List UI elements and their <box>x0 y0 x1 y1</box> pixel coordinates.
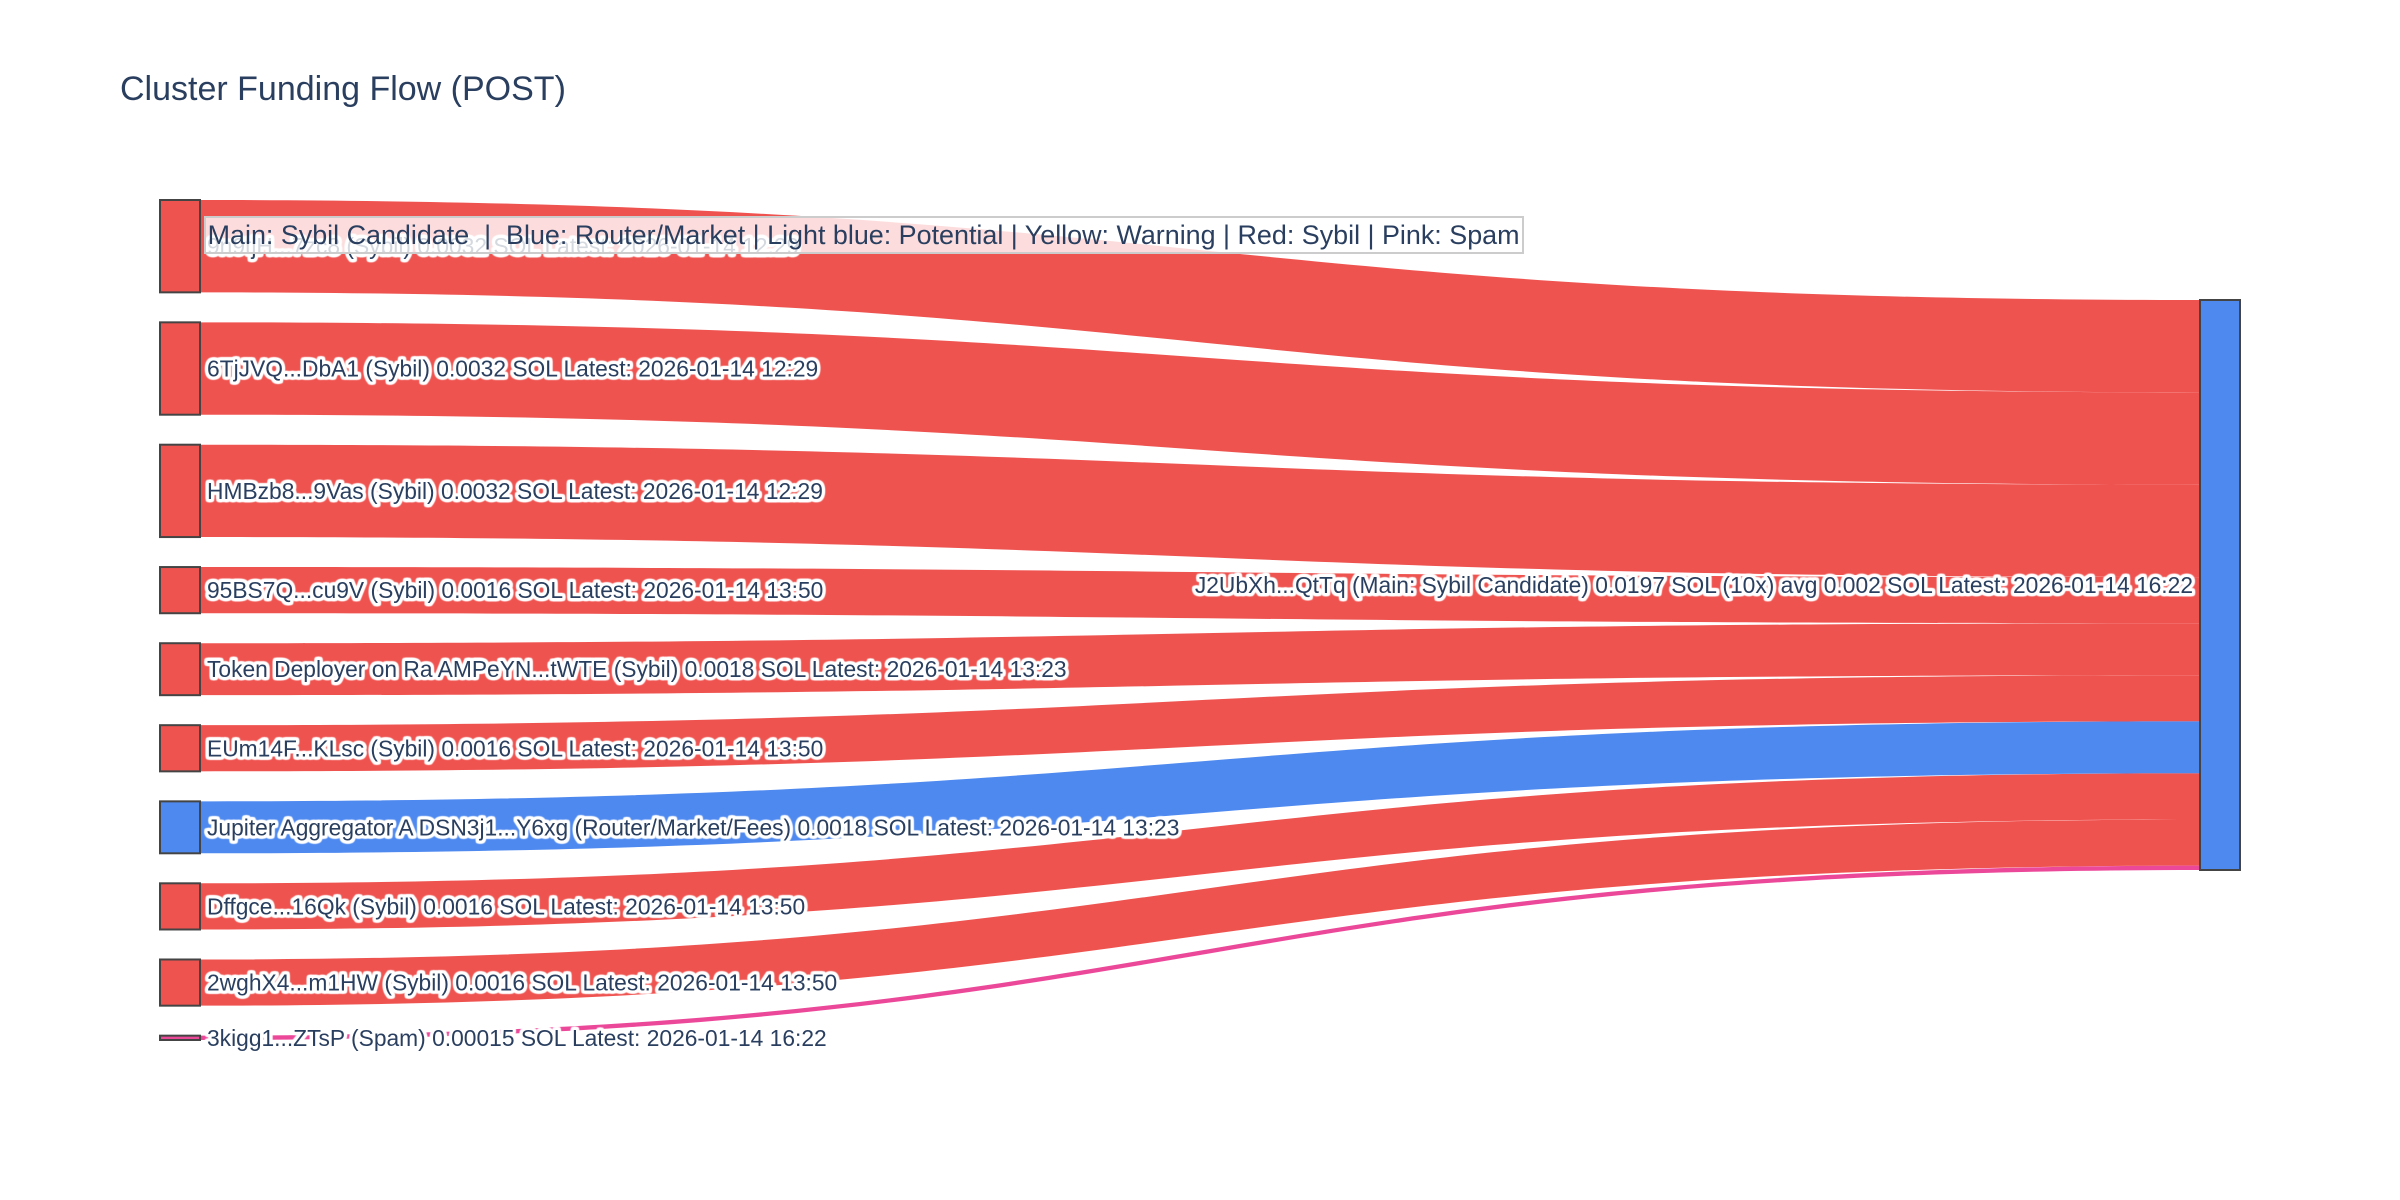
svg-text:6TjJVQ...DbA1 (Sybil) 0.0032 S: 6TjJVQ...DbA1 (Sybil) 0.0032 SOL Latest:… <box>207 356 818 382</box>
svg-text:HMBzb8...9Vas (Sybil) 0.0032 S: HMBzb8...9Vas (Sybil) 0.0032 SOL Latest:… <box>207 478 823 504</box>
svg-text:J2UbXh...QtTq (Main: Sybil Can: J2UbXh...QtTq (Main: Sybil Candidate) 0.… <box>1195 572 2193 598</box>
svg-text:Main: Sybil Candidate | Blue: Main: Sybil Candidate | Blue: Router/Mar… <box>208 220 1520 250</box>
svg-text:Jupiter Aggregator A DSN3j1...: Jupiter Aggregator A DSN3j1...Y6xg (Rout… <box>207 814 1179 840</box>
svg-text:Token Deployer on Ra AMPeYN...: Token Deployer on Ra AMPeYN...tWTE (Sybi… <box>207 656 1067 682</box>
svg-text:3kigg1...ZTsP (Spam) 0.00015 S: 3kigg1...ZTsP (Spam) 0.00015 SOL Latest:… <box>207 1025 827 1051</box>
svg-text:2wghX4...m1HW (Sybil) 0.0016 S: 2wghX4...m1HW (Sybil) 0.0016 SOL Latest:… <box>207 970 837 996</box>
svg-text:Token Deployer on Ra AMPeYN...: Token Deployer on Ra AMPeYN...tWTE (Sybi… <box>207 656 1067 682</box>
svg-text:3kigg1...ZTsP (Spam) 0.00015 S: 3kigg1...ZTsP (Spam) 0.00015 SOL Latest:… <box>207 1025 827 1051</box>
svg-text:Cluster Funding Flow (POST): Cluster Funding Flow (POST) <box>120 70 566 108</box>
svg-text:EUm14F...KLsc (Sybil) 0.0016 S: EUm14F...KLsc (Sybil) 0.0016 SOL Latest:… <box>207 735 823 761</box>
svg-text:J2UbXh...QtTq (Main: Sybil Can: J2UbXh...QtTq (Main: Sybil Candidate) 0.… <box>1195 572 2193 598</box>
svg-text:Dffgce...16Qk (Sybil) 0.0016 S: Dffgce...16Qk (Sybil) 0.0016 SOL Latest:… <box>207 893 805 919</box>
svg-text:Dffgce...16Qk (Sybil) 0.0016 S: Dffgce...16Qk (Sybil) 0.0016 SOL Latest:… <box>207 893 805 919</box>
svg-text:6TjJVQ...DbA1 (Sybil) 0.0032 S: 6TjJVQ...DbA1 (Sybil) 0.0032 SOL Latest:… <box>207 356 818 382</box>
svg-text:HMBzb8...9Vas (Sybil) 0.0032 S: HMBzb8...9Vas (Sybil) 0.0032 SOL Latest:… <box>207 478 823 504</box>
svg-text:95BS7Q...cu9V (Sybil) 0.0016 S: 95BS7Q...cu9V (Sybil) 0.0016 SOL Latest:… <box>207 577 823 603</box>
svg-text:95BS7Q...cu9V (Sybil) 0.0016 S: 95BS7Q...cu9V (Sybil) 0.0016 SOL Latest:… <box>207 577 823 603</box>
svg-text:EUm14F...KLsc (Sybil) 0.0016 S: EUm14F...KLsc (Sybil) 0.0016 SOL Latest:… <box>207 735 823 761</box>
svg-text:Jupiter Aggregator A DSN3j1...: Jupiter Aggregator A DSN3j1...Y6xg (Rout… <box>207 814 1179 840</box>
svg-text:2wghX4...m1HW (Sybil) 0.0016 S: 2wghX4...m1HW (Sybil) 0.0016 SOL Latest:… <box>207 970 837 996</box>
